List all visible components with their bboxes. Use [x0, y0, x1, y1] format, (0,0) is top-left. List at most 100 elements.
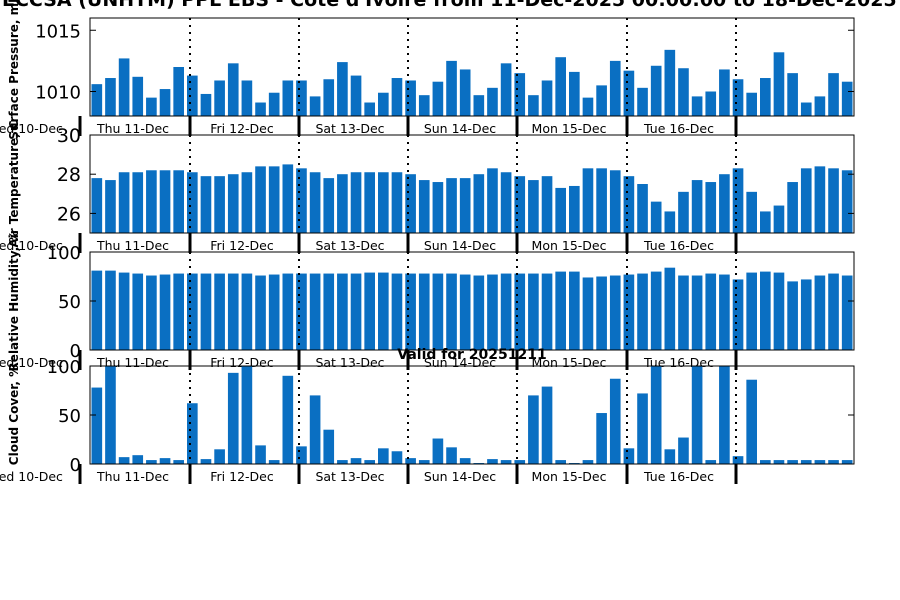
- bar-humidity: [800, 279, 812, 350]
- bar-humidity: [432, 273, 444, 350]
- bar-humidity: [691, 275, 703, 350]
- bar-temperature: [500, 172, 512, 233]
- bar-humidity: [241, 273, 253, 350]
- bar-cloud: [446, 447, 457, 464]
- bar-temperature: [459, 178, 471, 233]
- bar-cloud: [282, 375, 294, 464]
- bar-pressure: [350, 75, 362, 116]
- bar-temperature: [173, 170, 184, 233]
- day-label: Mon 15-Dec: [532, 469, 607, 484]
- day-label: Sat 13-Dec: [315, 355, 384, 370]
- bar-humidity: [187, 273, 198, 350]
- bar-pressure: [787, 73, 798, 117]
- bar-pressure: [227, 63, 239, 116]
- bar-cloud: [432, 438, 444, 464]
- bar-cloud: [378, 448, 389, 464]
- bar-cloud: [241, 366, 253, 464]
- bar-cloud: [309, 395, 321, 464]
- bar-temperature: [841, 170, 853, 233]
- bar-cloud: [814, 460, 826, 464]
- bar-humidity: [146, 275, 157, 350]
- bar-temperature: [828, 168, 839, 233]
- bar-temperature: [487, 168, 498, 233]
- bar-cloud: [146, 460, 157, 464]
- bar-humidity: [500, 273, 512, 350]
- bar-humidity: [282, 273, 294, 350]
- day-label: Wed 10-Dec: [0, 355, 63, 370]
- bar-pressure: [582, 97, 594, 117]
- plot-frame: [89, 17, 855, 117]
- bar-humidity: [459, 274, 471, 350]
- bar-humidity: [609, 275, 621, 350]
- bar-temperature: [732, 168, 744, 233]
- bar-temperature: [378, 172, 389, 233]
- bar-pressure: [173, 67, 184, 116]
- bar-cloud: [296, 446, 307, 464]
- bar-humidity: [296, 273, 307, 350]
- bar-humidity: [227, 273, 239, 350]
- day-label: Thu 11-Dec: [96, 121, 169, 136]
- bar-cloud: [350, 458, 362, 464]
- bar-cloud: [623, 448, 635, 464]
- bar-humidity: [623, 274, 635, 350]
- bar-pressure: [528, 95, 539, 116]
- bar-cloud: [418, 460, 430, 464]
- day-label: Sat 13-Dec: [315, 238, 384, 253]
- day-label: Sun 14-Dec: [424, 238, 496, 253]
- bar-pressure: [214, 80, 225, 116]
- bar-pressure: [732, 79, 744, 116]
- bar-pressure: [282, 80, 294, 116]
- panel-pressure: 1010 1015 Wed 10-Dec Thu 11-Dec Fri 12-Dec Sa…: [0, 0, 855, 140]
- bar-cloud: [555, 460, 566, 464]
- bar-humidity: [814, 275, 826, 350]
- bar-temperature: [514, 176, 526, 233]
- bar-cloud: [541, 386, 553, 464]
- bar-cloud: [732, 456, 744, 464]
- bar-humidity: [323, 273, 335, 350]
- bar-cloud: [118, 457, 130, 464]
- day-label: Fri 12-Dec: [210, 469, 274, 484]
- bar-cloud: [664, 449, 676, 464]
- bar-temperature: [814, 166, 826, 233]
- y-axis-label: Relative Humidity, %: [7, 231, 21, 372]
- bar-cloud: [364, 460, 375, 464]
- bar-cloud: [459, 458, 471, 464]
- bar-cloud: [391, 451, 403, 464]
- bar-humidity: [473, 275, 485, 350]
- bar-pressure: [678, 68, 689, 116]
- bar-pressure: [378, 92, 389, 116]
- bar-humidity: [746, 272, 757, 350]
- bar-pressure: [337, 62, 348, 116]
- bar-cloud: [227, 372, 239, 464]
- bar-humidity: [268, 274, 280, 350]
- day-label: Sun 14-Dec: [424, 121, 496, 136]
- bar-humidity: [173, 273, 184, 350]
- bar-pressure: [459, 69, 471, 116]
- bar-humidity: [828, 273, 839, 350]
- bar-temperature: [337, 174, 348, 233]
- bar-cloud: [255, 445, 266, 464]
- bar-humidity: [678, 275, 689, 350]
- y-tick-label: 0: [70, 455, 81, 476]
- bar-cloud: [91, 387, 103, 464]
- bar-pressure: [91, 84, 103, 116]
- bar-humidity: [105, 270, 116, 350]
- bar-temperature: [760, 211, 771, 233]
- bar-pressure: [309, 96, 321, 116]
- bar-temperature: [569, 185, 580, 233]
- bar-temperature: [719, 174, 730, 233]
- bar-pressure: [760, 78, 771, 116]
- bar-pressure: [664, 49, 676, 116]
- bar-temperature: [787, 182, 798, 233]
- bar-temperature: [200, 176, 212, 233]
- bar-pressure: [705, 91, 717, 116]
- bar-pressure: [828, 73, 839, 117]
- y-axis-label: Surface Pressure, mb: [7, 0, 21, 140]
- bar-cloud: [650, 366, 662, 464]
- bar-cloud: [323, 429, 335, 464]
- bar-cloud: [337, 460, 348, 464]
- bar-cloud: [678, 437, 689, 464]
- bar-temperature: [309, 172, 321, 233]
